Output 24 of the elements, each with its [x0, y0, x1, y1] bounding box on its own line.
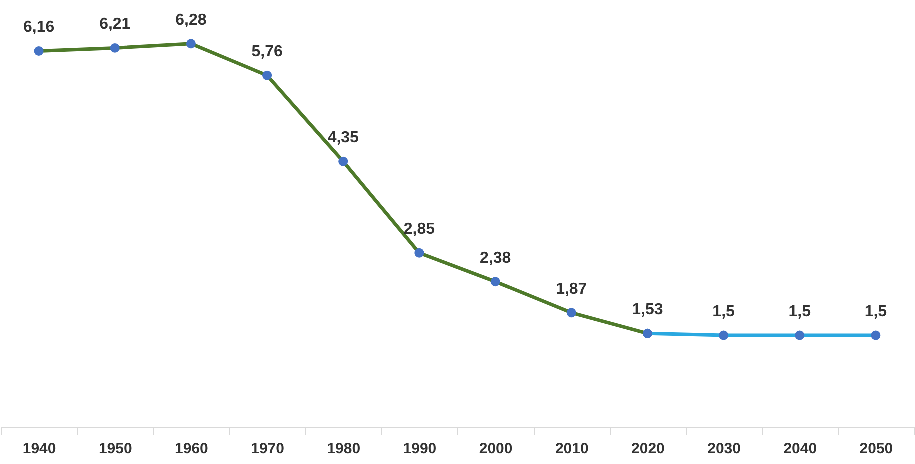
data-label: 2,38 [480, 250, 512, 267]
x-tick-label: 1970 [251, 440, 284, 458]
data-label: 5,76 [252, 44, 283, 61]
x-tick-label: 2010 [555, 440, 589, 458]
x-tick-label: 2030 [708, 440, 741, 458]
x-tick-label: 2040 [784, 440, 818, 458]
x-tick-label: 2000 [479, 440, 513, 458]
data-label: 6,16 [23, 19, 55, 36]
x-tick-label: 1960 [175, 440, 208, 458]
x-tick-label: 2020 [632, 440, 665, 458]
x-tick-label: 1940 [22, 440, 56, 458]
data-label: 1,5 [864, 304, 888, 320]
data-label: 6,28 [176, 12, 207, 29]
data-label: 1,5 [788, 304, 812, 320]
data-label: 2,85 [404, 221, 436, 238]
x-tick-label: 1980 [327, 440, 361, 458]
data-label: 1,53 [632, 302, 664, 319]
x-tick-label: 1990 [403, 440, 437, 458]
data-label: 1,87 [556, 280, 588, 298]
data-label: 1,5 [712, 304, 736, 320]
data-label: 6,21 [100, 16, 131, 34]
x-tick-label: 1950 [98, 440, 132, 458]
data-label: 4,35 [328, 130, 360, 147]
x-tick-label: 2050 [860, 440, 894, 458]
